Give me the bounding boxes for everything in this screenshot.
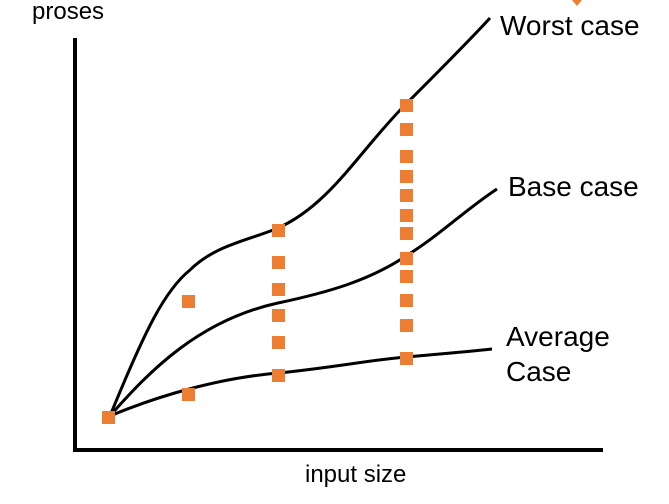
marker <box>400 209 413 222</box>
marker <box>272 256 285 269</box>
marker <box>400 123 413 136</box>
marker <box>272 283 285 296</box>
marker <box>400 294 413 307</box>
marker <box>272 224 285 237</box>
base-case-curve <box>108 187 498 417</box>
average-case-label-line1: Average <box>506 321 610 352</box>
markers <box>102 0 582 424</box>
y-axis-label: proses <box>32 0 105 25</box>
average-case-curve <box>109 347 493 418</box>
marker <box>400 150 413 163</box>
marker <box>182 388 195 401</box>
marker <box>272 336 285 349</box>
base-case-label: Base case <box>508 171 639 202</box>
worst-case-curve <box>108 16 492 417</box>
marker <box>400 252 413 265</box>
marker <box>400 270 413 283</box>
marker <box>400 99 413 112</box>
average-case-label-line2: Case <box>506 356 572 387</box>
marker-fragment <box>572 0 582 6</box>
marker <box>102 411 115 424</box>
marker <box>182 295 195 308</box>
marker <box>272 369 285 382</box>
x-axis-label: input size <box>305 461 407 488</box>
marker <box>400 227 413 240</box>
marker <box>400 352 413 365</box>
marker <box>400 319 413 332</box>
marker <box>272 309 285 322</box>
marker <box>400 189 413 202</box>
worst-case-label: Worst case <box>500 10 640 41</box>
marker <box>400 170 413 183</box>
average-case-label: Average Case <box>506 319 610 389</box>
